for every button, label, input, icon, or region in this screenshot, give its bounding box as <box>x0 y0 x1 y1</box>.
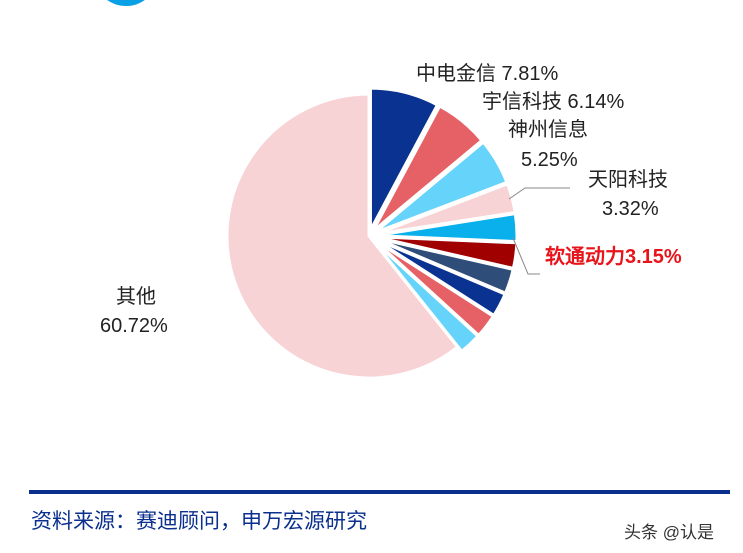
section-badge-icon <box>96 0 156 6</box>
label-tianyangkeji-value: 3.32% <box>602 198 659 220</box>
label-tianyangkeji-name: 天阳科技 <box>588 169 668 191</box>
leader-line <box>508 187 570 200</box>
pie-chart <box>225 86 570 380</box>
pie-slice <box>371 104 485 233</box>
label-ruantongdongli: 软通动力3.15% <box>545 246 682 268</box>
label-yuxinkeji: 宇信科技 6.14% <box>482 91 625 113</box>
label-shenzhouxinxi-name: 神州信息 <box>508 119 588 141</box>
footer-divider <box>29 490 730 494</box>
pie-slice <box>225 92 460 380</box>
label-other-name: 其他 <box>116 286 156 308</box>
leader-line <box>512 237 540 275</box>
label-zhongdianjinxin: 中电金信 7.81% <box>416 63 559 85</box>
pie-slice <box>371 239 481 354</box>
label-other-value: 60.72% <box>100 315 168 337</box>
watermark: 头条 @认是 <box>624 523 714 542</box>
source-note: 资料来源：赛迪顾问，申万宏源研究 <box>31 510 367 533</box>
label-shenzhouxinxi-value: 5.25% <box>521 149 578 171</box>
pie-slice <box>373 140 509 235</box>
pie-slice <box>368 86 440 231</box>
